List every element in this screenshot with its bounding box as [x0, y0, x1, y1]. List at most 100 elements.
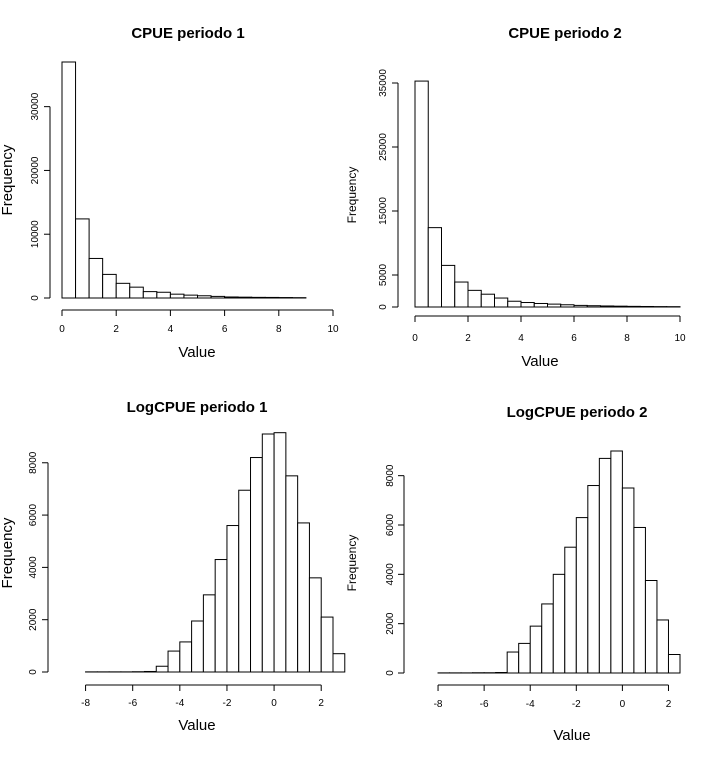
histogram-bar: [88, 257, 104, 299]
histogram-bar: [224, 296, 239, 299]
histogram-bar: [273, 432, 287, 673]
histogram-bar: [587, 485, 600, 674]
chart-title: LogCPUE periodo 2: [507, 404, 648, 421]
histogram-panel-4: LogCPUE periodo 2 -8 -6 -4 -2 0 2 0 2000 4000 6000…: [345, 404, 681, 744]
histogram-bar: [621, 487, 635, 674]
y-tick-label: 8000: [28, 451, 39, 474]
y-axis-label: Frequency: [345, 535, 359, 592]
histogram-bar: [308, 577, 322, 673]
x-tick-label: -2: [223, 698, 232, 709]
y-tick-label: 5000: [378, 263, 389, 286]
histogram-bar: [261, 433, 275, 673]
histogram-bar: [115, 282, 131, 299]
histogram-bar: [639, 305, 654, 308]
x-tick-label: 0: [620, 699, 626, 710]
histogram-bar: [179, 641, 193, 673]
x-tick-label: -6: [480, 699, 489, 710]
histogram-panel-1: CPUE periodo 1 0 2 4 6 8 10 0 10000 20000 30000 Val…: [0, 25, 339, 361]
histogram-bar: [427, 227, 442, 308]
x-tick-label: 10: [327, 324, 339, 335]
histogram-bar: [142, 291, 158, 299]
y-tick-label: 0: [28, 669, 39, 675]
histogram-bar: [129, 286, 144, 299]
y-tick-label: 30000: [30, 92, 41, 120]
histogram-bar: [644, 580, 658, 674]
histogram-bar: [575, 517, 589, 674]
histogram-bar: [264, 296, 280, 299]
histogram-bar: [560, 304, 575, 308]
histogram-bar: [494, 297, 509, 308]
x-tick-label: 2: [465, 333, 471, 344]
y-tick-label: 0: [385, 670, 396, 676]
histogram-bar: [183, 294, 198, 299]
chart-title: CPUE periodo 1: [131, 25, 244, 42]
x-tick-label: 10: [674, 333, 686, 344]
x-tick-label: 8: [624, 333, 630, 344]
histogram-bar: [613, 305, 628, 308]
x-tick-label: 2: [318, 698, 324, 709]
histogram-bar: [414, 80, 429, 308]
histogram-bar: [633, 526, 646, 674]
x-tick-label: 4: [518, 333, 524, 344]
histogram-bar: [238, 489, 252, 673]
histogram-bar: [586, 305, 601, 308]
y-tick-label: 15000: [378, 197, 389, 225]
y-tick-label: 6000: [385, 513, 396, 536]
histogram-bar: [518, 642, 531, 674]
x-tick-label: 4: [168, 324, 174, 335]
histogram-bar: [251, 296, 266, 299]
x-tick-label: 2: [666, 699, 672, 710]
x-tick-label: 0: [59, 324, 65, 335]
y-tick-label: 25000: [378, 133, 389, 161]
histogram-bar: [285, 475, 299, 673]
x-axis-label: Value: [553, 727, 590, 744]
histogram-bar: [507, 300, 522, 308]
x-axis-label: Value: [178, 717, 215, 734]
y-tick-label: 2000: [28, 608, 39, 631]
x-tick-label: -8: [81, 698, 90, 709]
x-axis-label: Value: [178, 344, 215, 361]
histogram-bar: [156, 291, 171, 299]
histogram-bar: [626, 305, 641, 308]
x-tick-label: -2: [572, 699, 581, 710]
histogram-bar: [75, 218, 90, 299]
histogram-bar: [564, 546, 577, 674]
histogram-bar: [191, 620, 204, 673]
histogram-bar: [143, 670, 157, 673]
y-tick-label: 35000: [378, 69, 389, 97]
x-tick-label: 6: [222, 324, 228, 335]
histogram-bar: [226, 525, 240, 673]
y-tick-label: 20000: [30, 156, 41, 184]
histogram-bar: [297, 522, 310, 673]
histogram-bar: [102, 273, 117, 299]
histogram-bar: [167, 650, 181, 673]
y-tick-label: 0: [30, 295, 41, 301]
histogram-bar: [547, 303, 562, 308]
y-tick-label: 8000: [385, 464, 396, 487]
x-tick-label: 8: [276, 324, 282, 335]
histogram-bar: [237, 296, 253, 299]
x-tick-label: -4: [526, 699, 535, 710]
histogram-bar: [454, 281, 469, 308]
histogram-bar: [552, 573, 566, 674]
histogram-bar: [598, 457, 612, 674]
y-tick-label: 2000: [385, 612, 396, 635]
histogram-bar: [520, 302, 535, 308]
x-axis-label: Value: [521, 353, 558, 370]
chart-title: LogCPUE periodo 1: [127, 399, 268, 416]
x-tick-label: 6: [571, 333, 577, 344]
histogram-bar: [169, 293, 185, 299]
histogram-bar: [320, 616, 334, 673]
y-axis-label: Frequency: [0, 144, 16, 215]
histogram-bar: [600, 305, 615, 308]
histogram-bar: [441, 264, 456, 308]
chart-title: CPUE periodo 2: [508, 25, 621, 42]
histogram-bar: [250, 457, 263, 673]
histogram-bar: [667, 654, 681, 674]
histogram-bar: [155, 665, 169, 673]
histogram-bar: [197, 295, 212, 299]
x-tick-label: 2: [113, 324, 119, 335]
x-tick-label: -4: [175, 698, 184, 709]
x-tick-label: 0: [412, 333, 418, 344]
